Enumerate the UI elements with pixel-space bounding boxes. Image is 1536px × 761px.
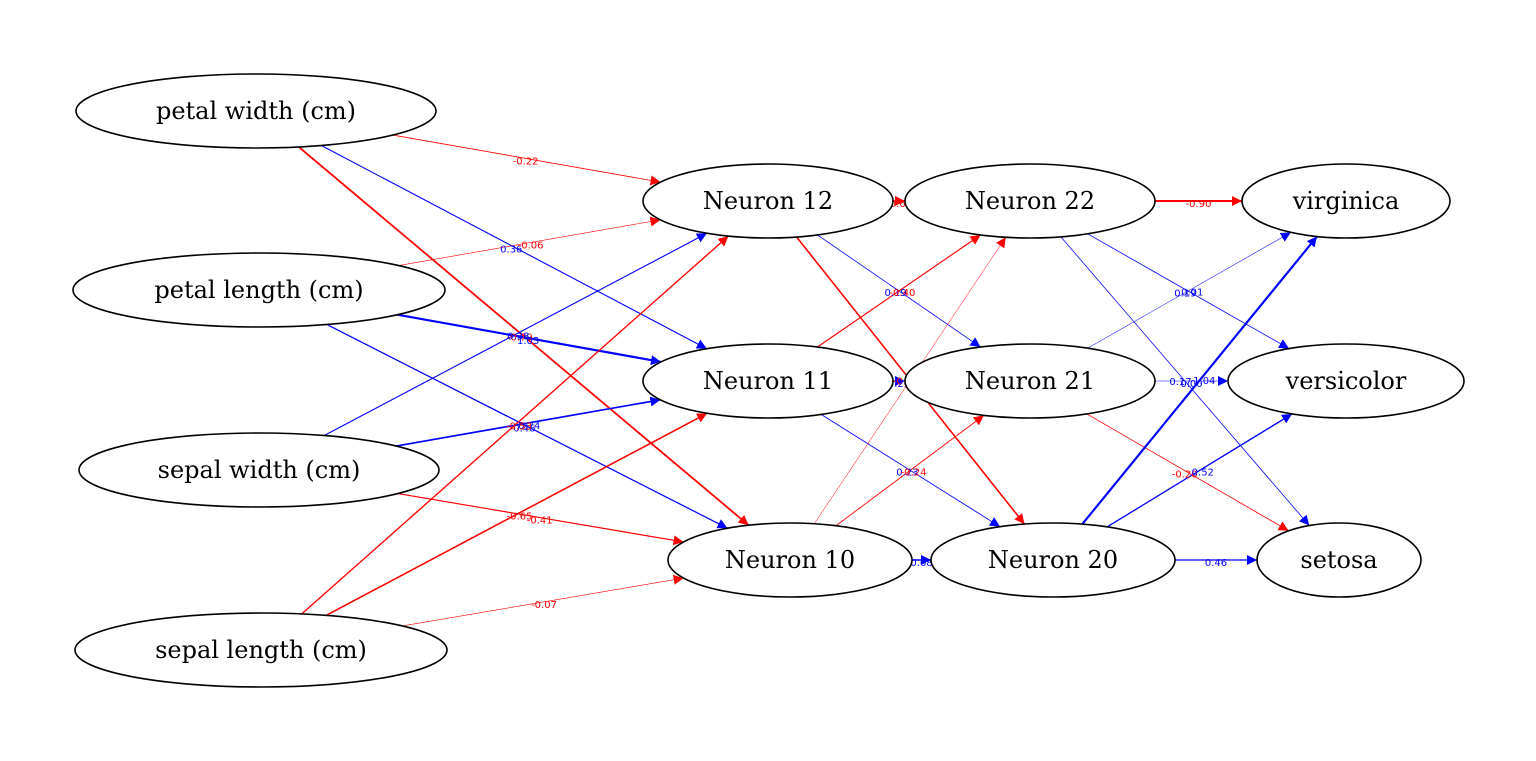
node-ellipse: [642, 343, 894, 419]
edge-weight-label: 0.52: [1192, 468, 1214, 479]
edge-n20-to-virginica: [1081, 235, 1318, 525]
node-ellipse: [930, 522, 1176, 598]
edge-weight-label: 0.01: [1181, 288, 1203, 299]
edge-weight-label: 0.19: [884, 288, 906, 299]
edge-sl-to-n11: [325, 412, 708, 617]
node-label: Neuron 11: [703, 367, 833, 395]
edge-weight-label: 0.46: [1205, 558, 1227, 569]
edge-sw-to-n12: [323, 232, 708, 437]
edge-weight-label: -0.53: [506, 422, 532, 433]
node-n11: Neuron 11: [642, 343, 894, 419]
node-sw: sepal width (cm): [78, 432, 440, 508]
node-label: virginica: [1292, 187, 1400, 215]
edge-sl-to-n12: [301, 235, 729, 615]
node-label: versicolor: [1285, 367, 1407, 395]
edge-weight-label: 0.36: [500, 244, 522, 255]
edge-weight-label: -0.61: [886, 199, 912, 210]
edge-pl-to-n11: [397, 313, 662, 366]
edge-weight-label: -0.07: [531, 600, 557, 611]
edge-n11-to-n22: [817, 234, 981, 348]
node-ellipse: [667, 522, 913, 598]
node-label: Neuron 20: [988, 546, 1118, 574]
node-ellipse: [78, 432, 440, 508]
node-ellipse: [904, 343, 1156, 419]
edge-sw-to-n11: [395, 396, 661, 447]
edge-n10-to-n21: [835, 415, 985, 527]
node-label: sepal length (cm): [155, 636, 367, 664]
node-ellipse: [75, 73, 437, 149]
node-ellipse: [1256, 522, 1422, 598]
node-pl: petal length (cm): [72, 252, 446, 328]
edges-layer: [298, 134, 1318, 627]
edge-weight-label: 0.00: [1180, 379, 1202, 390]
edge-weight-label: -0.06: [518, 241, 544, 252]
edge-weight-label: -0.40: [889, 288, 915, 299]
node-ellipse: [74, 612, 448, 688]
node-versicolor: versicolor: [1227, 343, 1465, 419]
edge-weight-label: -0.79: [507, 333, 533, 344]
node-label: Neuron 22: [965, 187, 1095, 215]
edge-n21-to-virginica: [1087, 232, 1292, 349]
node-label: Neuron 21: [965, 367, 1095, 395]
node-n10: Neuron 10: [667, 522, 913, 598]
edge-pl-to-n10: [326, 323, 728, 529]
node-label: setosa: [1300, 546, 1377, 574]
edge-pw-to-n12: [392, 134, 661, 186]
edge-weight-label: 0.19: [1174, 288, 1196, 299]
node-ellipse: [1227, 343, 1465, 419]
edge-pl-to-n12: [398, 216, 661, 266]
node-label: Neuron 12: [703, 187, 833, 215]
edge-n20-to-versicolor: [1106, 413, 1293, 528]
node-virginica: virginica: [1241, 163, 1451, 239]
edge-weight-label: 0.68: [910, 558, 932, 569]
node-ellipse: [904, 163, 1156, 239]
node-label: sepal width (cm): [158, 456, 361, 484]
edge-weight-label: 0.46: [513, 424, 535, 435]
node-n21: Neuron 21: [904, 343, 1156, 419]
node-label: Neuron 10: [725, 546, 855, 574]
node-ellipse: [72, 252, 446, 328]
edge-pw-to-n10: [298, 146, 750, 526]
edge-weight-label: 0.23: [888, 379, 910, 390]
node-n20: Neuron 20: [930, 522, 1176, 598]
node-label: petal width (cm): [156, 97, 356, 125]
node-n12: Neuron 12: [642, 163, 894, 239]
node-label: petal length (cm): [154, 276, 363, 304]
edge-weight-label: -0.41: [527, 516, 553, 527]
edge-n22-to-versicolor: [1087, 233, 1290, 349]
node-setosa: setosa: [1256, 522, 1422, 598]
edge-weight-label: -0.90: [1186, 199, 1212, 210]
edge-weight-label: 0.38: [507, 332, 529, 343]
edge-pw-to-n11: [321, 144, 708, 350]
edge-weight-label: 1.03: [517, 336, 539, 347]
edge-weight-label: -0.65: [507, 512, 533, 523]
edge-weight-label: -0.20: [1172, 470, 1198, 481]
node-ellipse: [1241, 163, 1451, 239]
edge-weight-label: 1.04: [1193, 376, 1215, 387]
node-pw: petal width (cm): [75, 73, 437, 149]
edge-n21-to-setosa: [1086, 413, 1289, 532]
edge-weight-label: -0.22: [513, 157, 539, 168]
node-ellipse: [642, 163, 894, 239]
node-sl: sepal length (cm): [74, 612, 448, 688]
nodes-layer: petal width (cm) petal length (cm) sepal w…: [72, 73, 1465, 688]
edge-weight-label: 0.74: [518, 421, 540, 432]
edge-weight-label: 0.23: [896, 468, 918, 479]
node-n22: Neuron 22: [904, 163, 1156, 239]
edge-weight-label: 0.17: [1169, 377, 1191, 388]
edge-sl-to-n10: [402, 574, 684, 627]
edge-weight-label: -0.24: [901, 467, 927, 478]
edge-sw-to-n10: [397, 492, 684, 546]
